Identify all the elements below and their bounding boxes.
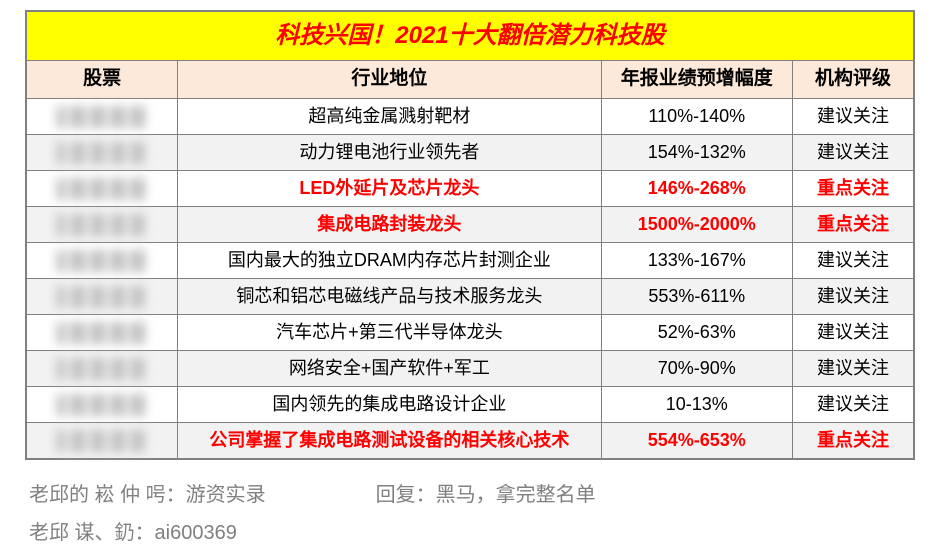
footer-left: 老邱的 崧 仲 呺：游资实录 老邱 谋、釢：ai600369 bbox=[29, 476, 266, 552]
table-row: LED外延片及芯片龙头146%-268%重点关注 bbox=[27, 170, 914, 206]
cell-stock bbox=[27, 134, 178, 170]
cell-rating: 建议关注 bbox=[793, 242, 914, 278]
cell-industry: 网络安全+国产软件+军工 bbox=[178, 350, 601, 386]
footer: 老邱的 崧 仲 呺：游资实录 老邱 谋、釢：ai600369 回复：黑马，拿完整… bbox=[25, 476, 915, 552]
col-header-rating: 机构评级 bbox=[793, 61, 914, 99]
cell-industry: 集成电路封装龙头 bbox=[178, 206, 601, 242]
header-row: 股票 行业地位 年报业绩预增幅度 机构评级 bbox=[27, 61, 914, 99]
cell-industry: 超高纯金属溅射靶材 bbox=[178, 98, 601, 134]
cell-stock bbox=[27, 170, 178, 206]
cell-growth: 154%-132% bbox=[601, 134, 793, 170]
table-row: 国内最大的独立DRAM内存芯片封测企业133%-167%建议关注 bbox=[27, 242, 914, 278]
table-row: 公司掌握了集成电路测试设备的相关核心技术554%-653%重点关注 bbox=[27, 422, 914, 458]
cell-growth: 553%-611% bbox=[601, 278, 793, 314]
cell-rating: 建议关注 bbox=[793, 314, 914, 350]
cell-industry: 国内最大的独立DRAM内存芯片封测企业 bbox=[178, 242, 601, 278]
cell-rating: 重点关注 bbox=[793, 422, 914, 458]
table-row: 超高纯金属溅射靶材110%-140%建议关注 bbox=[27, 98, 914, 134]
cell-growth: 110%-140% bbox=[601, 98, 793, 134]
title-row: 科技兴国！2021十大翻倍潜力科技股 bbox=[27, 12, 914, 61]
blurred-stock-name bbox=[57, 322, 147, 344]
cell-stock bbox=[27, 314, 178, 350]
cell-stock bbox=[27, 242, 178, 278]
cell-industry: 动力锂电池行业领先者 bbox=[178, 134, 601, 170]
cell-industry: 铜芯和铝芯电磁线产品与技术服务龙头 bbox=[178, 278, 601, 314]
cell-industry: 国内领先的集成电路设计企业 bbox=[178, 386, 601, 422]
cell-growth: 133%-167% bbox=[601, 242, 793, 278]
cell-rating: 建议关注 bbox=[793, 278, 914, 314]
table-row: 网络安全+国产软件+军工70%-90%建议关注 bbox=[27, 350, 914, 386]
cell-growth: 10-13% bbox=[601, 386, 793, 422]
blurred-stock-name bbox=[57, 394, 147, 416]
cell-industry: LED外延片及芯片龙头 bbox=[178, 170, 601, 206]
cell-rating: 重点关注 bbox=[793, 206, 914, 242]
cell-stock bbox=[27, 206, 178, 242]
blurred-stock-name bbox=[57, 430, 147, 452]
cell-industry: 汽车芯片+第三代半导体龙头 bbox=[178, 314, 601, 350]
blurred-stock-name bbox=[57, 142, 147, 164]
stock-table: 科技兴国！2021十大翻倍潜力科技股 股票 行业地位 年报业绩预增幅度 机构评级… bbox=[26, 11, 914, 459]
cell-stock bbox=[27, 350, 178, 386]
cell-rating: 建议关注 bbox=[793, 98, 914, 134]
col-header-stock: 股票 bbox=[27, 61, 178, 99]
footer-right: 回复：黑马，拿完整名单 bbox=[376, 476, 596, 552]
cell-growth: 1500%-2000% bbox=[601, 206, 793, 242]
footer-line2-left: 老邱 谋、釢：ai600369 bbox=[29, 514, 266, 552]
stock-table-wrap: 科技兴国！2021十大翻倍潜力科技股 股票 行业地位 年报业绩预增幅度 机构评级… bbox=[25, 10, 915, 460]
blurred-stock-name bbox=[57, 286, 147, 308]
cell-stock bbox=[27, 278, 178, 314]
table-row: 铜芯和铝芯电磁线产品与技术服务龙头553%-611%建议关注 bbox=[27, 278, 914, 314]
table-title: 科技兴国！2021十大翻倍潜力科技股 bbox=[27, 12, 914, 61]
cell-growth: 146%-268% bbox=[601, 170, 793, 206]
blurred-stock-name bbox=[57, 358, 147, 380]
blurred-stock-name bbox=[57, 214, 147, 236]
cell-stock bbox=[27, 98, 178, 134]
col-header-growth: 年报业绩预增幅度 bbox=[601, 61, 793, 99]
blurred-stock-name bbox=[57, 106, 147, 128]
table-row: 集成电路封装龙头1500%-2000%重点关注 bbox=[27, 206, 914, 242]
cell-stock bbox=[27, 422, 178, 458]
cell-growth: 70%-90% bbox=[601, 350, 793, 386]
table-row: 动力锂电池行业领先者154%-132%建议关注 bbox=[27, 134, 914, 170]
col-header-industry: 行业地位 bbox=[178, 61, 601, 99]
cell-rating: 重点关注 bbox=[793, 170, 914, 206]
blurred-stock-name bbox=[57, 250, 147, 272]
blurred-stock-name bbox=[57, 178, 147, 200]
cell-rating: 建议关注 bbox=[793, 386, 914, 422]
table-row: 国内领先的集成电路设计企业10-13%建议关注 bbox=[27, 386, 914, 422]
cell-growth: 554%-653% bbox=[601, 422, 793, 458]
cell-growth: 52%-63% bbox=[601, 314, 793, 350]
footer-line1-left: 老邱的 崧 仲 呺：游资实录 bbox=[29, 476, 266, 514]
cell-stock bbox=[27, 386, 178, 422]
cell-industry: 公司掌握了集成电路测试设备的相关核心技术 bbox=[178, 422, 601, 458]
footer-line1-right: 回复：黑马，拿完整名单 bbox=[376, 476, 596, 514]
cell-rating: 建议关注 bbox=[793, 350, 914, 386]
cell-rating: 建议关注 bbox=[793, 134, 914, 170]
table-row: 汽车芯片+第三代半导体龙头52%-63%建议关注 bbox=[27, 314, 914, 350]
